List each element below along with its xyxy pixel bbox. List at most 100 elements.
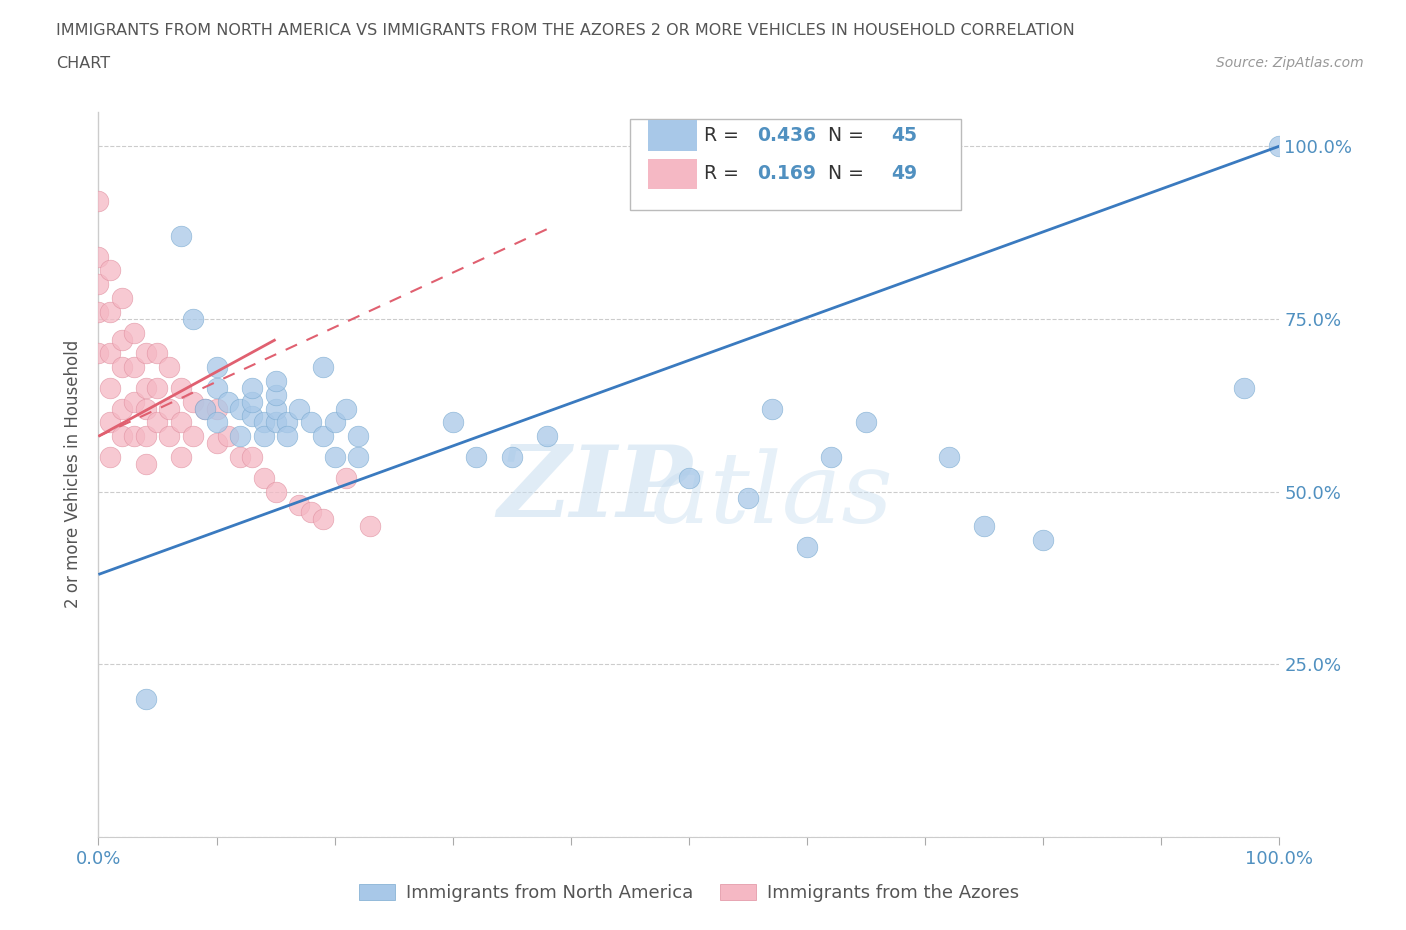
Point (111, 332, 134, 347)
Point (288, 498, 311, 512)
Point (181, 429, 204, 444)
Point (441, 415, 464, 430)
Point (146, 380, 169, 395)
Point (264, 388, 287, 403)
Point (335, 471, 357, 485)
Point (536, 429, 558, 444)
Point (98, 380, 121, 395)
Point (122, 326, 145, 340)
Point (87, 277, 110, 292)
Point (347, 449, 370, 464)
Point (181, 394, 204, 409)
Point (194, 401, 217, 416)
Point (323, 449, 346, 464)
Point (135, 691, 157, 706)
Text: N =: N = (817, 126, 870, 145)
Point (170, 380, 193, 395)
Point (135, 429, 157, 444)
Point (217, 429, 239, 444)
Point (122, 394, 145, 409)
Point (111, 291, 134, 306)
Point (229, 429, 252, 444)
Point (312, 512, 335, 526)
Point (312, 360, 335, 375)
Text: IMMIGRANTS FROM NORTH AMERICA VS IMMIGRANTS FROM THE AZORES 2 OR MORE VEHICLES I: IMMIGRANTS FROM NORTH AMERICA VS IMMIGRA… (56, 23, 1076, 38)
Point (253, 415, 276, 430)
Text: 45: 45 (891, 126, 917, 145)
Point (87, 346, 110, 361)
Point (299, 505, 322, 520)
Point (264, 485, 287, 499)
Point (240, 408, 263, 423)
Text: 49: 49 (891, 165, 917, 183)
Point (170, 449, 193, 464)
Point (323, 415, 346, 430)
Point (1032, 533, 1054, 548)
Point (87, 194, 110, 209)
Point (122, 360, 145, 375)
Point (170, 229, 193, 244)
Text: 0.436: 0.436 (758, 126, 817, 145)
Point (276, 429, 298, 444)
Text: R =: R = (704, 126, 745, 145)
Point (205, 380, 228, 395)
Point (157, 360, 180, 375)
Point (276, 415, 298, 430)
Point (111, 360, 134, 375)
Point (288, 401, 311, 416)
Point (98, 449, 121, 464)
Point (205, 360, 228, 375)
Point (253, 429, 276, 444)
Point (796, 539, 818, 554)
Point (205, 415, 228, 430)
Point (335, 401, 357, 416)
Text: atlas: atlas (650, 448, 893, 544)
Point (98, 346, 121, 361)
Point (157, 401, 180, 416)
Text: N =: N = (817, 165, 870, 183)
Legend: Immigrants from North America, Immigrants from the Azores: Immigrants from North America, Immigrant… (350, 875, 1028, 911)
Point (87, 249, 110, 264)
Point (170, 415, 193, 430)
Point (240, 394, 263, 409)
Point (194, 401, 217, 416)
Point (312, 429, 335, 444)
Point (253, 471, 276, 485)
Point (264, 401, 287, 416)
Point (146, 415, 169, 430)
Point (135, 457, 157, 472)
Point (761, 401, 783, 416)
Point (205, 401, 228, 416)
Point (855, 415, 877, 430)
Point (973, 519, 995, 534)
Point (122, 429, 145, 444)
Point (146, 346, 169, 361)
Text: 0.169: 0.169 (758, 165, 817, 183)
Point (501, 449, 523, 464)
Point (135, 401, 157, 416)
Point (111, 429, 134, 444)
Point (820, 449, 842, 464)
FancyBboxPatch shape (648, 120, 697, 151)
Text: Source: ZipAtlas.com: Source: ZipAtlas.com (1216, 56, 1364, 70)
Point (1268, 139, 1291, 153)
Point (181, 312, 204, 326)
Point (205, 436, 228, 451)
Point (737, 491, 759, 506)
Point (217, 394, 239, 409)
Text: R =: R = (704, 165, 745, 183)
Point (240, 380, 263, 395)
Point (135, 380, 157, 395)
Point (157, 429, 180, 444)
Point (1233, 380, 1256, 395)
Point (229, 401, 252, 416)
Point (678, 471, 700, 485)
Point (87, 304, 110, 319)
Text: ZIP: ZIP (496, 441, 692, 537)
Point (264, 415, 287, 430)
Point (938, 449, 960, 464)
Point (347, 429, 370, 444)
Y-axis label: 2 or more Vehicles in Household: 2 or more Vehicles in Household (65, 340, 83, 608)
Point (299, 415, 322, 430)
Point (240, 449, 263, 464)
